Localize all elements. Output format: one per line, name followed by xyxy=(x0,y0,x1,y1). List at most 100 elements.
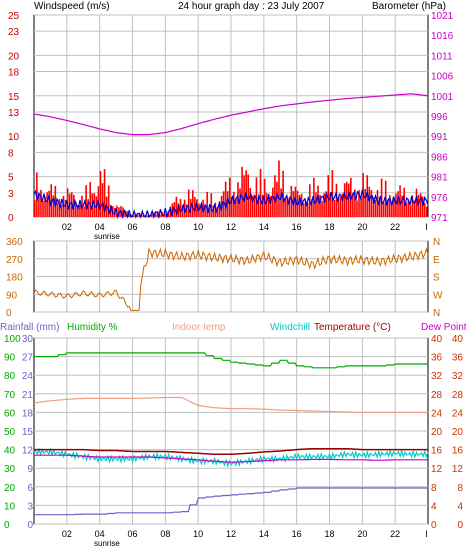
x-tick-label: 14 xyxy=(259,222,269,232)
wind-bar xyxy=(52,195,55,217)
wind-bar xyxy=(239,188,241,217)
series-line-dew-point xyxy=(34,454,428,463)
wind-bar xyxy=(286,198,289,217)
temp-tick-label: 32 xyxy=(431,371,443,382)
wind-bar xyxy=(126,211,128,217)
wind-bar xyxy=(185,204,188,217)
sunrise-label-top: sunrise xyxy=(94,232,120,241)
dewpoint-tick-label: 28 xyxy=(452,390,464,401)
legend-humidity: Humidity % xyxy=(67,322,118,333)
rainfall-tick-label: 24 xyxy=(22,371,34,382)
wind-bar xyxy=(38,195,40,217)
wind-bar xyxy=(372,197,375,217)
wind-bar xyxy=(378,197,381,217)
x-tick-label: 14 xyxy=(259,529,269,539)
x-tick-label: 22 xyxy=(390,222,400,232)
barometer-tick-label: 1011 xyxy=(431,51,453,62)
wind-bar xyxy=(376,190,379,217)
barometer-tick-label: 1006 xyxy=(431,72,454,83)
series-lines xyxy=(33,93,429,516)
wind-bar xyxy=(368,186,371,217)
humidity-tick-label: 30 xyxy=(4,464,16,475)
wind-bar xyxy=(75,201,77,217)
x-tick-label: I xyxy=(425,529,428,539)
wind-bar xyxy=(354,189,356,217)
barometer-tick-label: 976 xyxy=(431,193,448,204)
wind-tick-label: 18 xyxy=(8,68,20,79)
x-tick-label: 10 xyxy=(193,529,203,539)
rainfall-tick-label: 27 xyxy=(22,353,34,364)
wind-bar xyxy=(56,202,59,217)
wind-bar xyxy=(64,199,67,217)
legend-dew-point: Dew Point xyxy=(421,322,466,333)
x-tick-label: 20 xyxy=(357,222,367,232)
wind-bar xyxy=(352,192,354,217)
wind-bar xyxy=(415,188,418,217)
wind-bar xyxy=(253,194,256,217)
wind-bar xyxy=(187,189,190,217)
wind-tick-label: 8 xyxy=(8,148,14,159)
wind-bar xyxy=(42,200,44,217)
humidity-tick-label: 100 xyxy=(4,334,21,345)
legend-temperature: Temperature (°C) xyxy=(314,322,391,333)
barometer-tick-label: 996 xyxy=(431,112,448,123)
x-tick-label: 18 xyxy=(324,222,334,232)
barometer-tick-label: 1001 xyxy=(431,92,454,103)
series-line-indoor-temp xyxy=(33,396,428,413)
wind-bar xyxy=(386,199,389,217)
wind-tick-label: 5 xyxy=(8,173,14,184)
dewpoint-tick-label: 24 xyxy=(452,408,464,419)
temp-tick-label: 8 xyxy=(431,483,437,494)
temp-tick-label: 16 xyxy=(431,446,443,457)
x-tick-label: 02 xyxy=(62,529,72,539)
wind-bar xyxy=(200,206,202,217)
rainfall-tick-label: 0 xyxy=(27,520,33,531)
wind-bar xyxy=(417,194,420,217)
wind-bar xyxy=(233,191,235,217)
barometer-tick-label: 1016 xyxy=(431,31,454,42)
wind-bar xyxy=(321,200,323,217)
wind-bar xyxy=(399,185,401,217)
wind-bar xyxy=(302,202,305,217)
wind-bar xyxy=(319,194,321,217)
wind-bar xyxy=(345,181,348,217)
rainfall-tick-label: 6 xyxy=(27,483,33,494)
wind-bar xyxy=(228,177,231,217)
wind-bar xyxy=(278,160,280,217)
wind-bar xyxy=(146,215,149,217)
wind-bar xyxy=(425,206,428,217)
compass-tick-label: N xyxy=(433,237,440,248)
wind-bar xyxy=(333,200,336,217)
wind-bar xyxy=(311,199,313,217)
dewpoint-tick-label: 40 xyxy=(452,334,464,345)
wind-bar xyxy=(196,199,198,217)
wind-bar xyxy=(364,188,366,217)
x-tick-label: 18 xyxy=(324,529,334,539)
humidity-tick-label: 10 xyxy=(4,501,16,512)
barometer-line xyxy=(33,93,429,136)
wind-bar xyxy=(409,205,412,217)
wind-bar xyxy=(235,198,237,217)
windspeed-axis-title: Windspeed (m/s) xyxy=(34,1,110,12)
wind-bar xyxy=(343,183,346,217)
wind-bar xyxy=(360,197,362,217)
wind-bar xyxy=(204,204,206,217)
wind-bar xyxy=(290,185,293,217)
wind-bar xyxy=(132,215,135,217)
wind-bar xyxy=(370,190,373,217)
wind-bar xyxy=(294,186,297,217)
x-tick-label: 16 xyxy=(292,222,302,232)
avg-wind-line xyxy=(33,189,429,220)
wind-bar xyxy=(218,201,221,217)
x-tick-label: I xyxy=(425,222,428,232)
temp-tick-label: 0 xyxy=(431,520,437,531)
wind-bar xyxy=(241,166,243,217)
wind-bar xyxy=(284,197,286,217)
x-tick-label: 04 xyxy=(95,529,105,539)
rainfall-tick-label: 12 xyxy=(22,446,34,457)
wind-bar xyxy=(339,196,342,217)
rainfall-tick-label: 3 xyxy=(27,501,33,512)
temp-tick-label: 36 xyxy=(431,353,443,364)
wind-bar xyxy=(171,203,174,217)
